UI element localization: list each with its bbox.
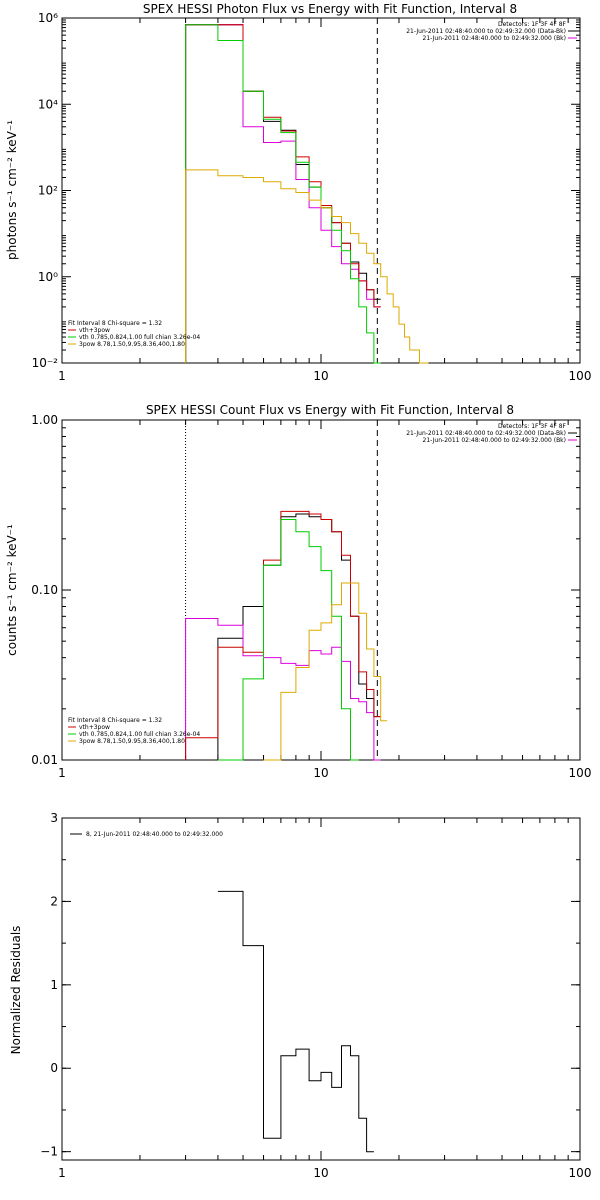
y-tick-label: 10² — [38, 184, 58, 198]
legend-entry: Detectors: 1F 3F 4F 8F — [498, 423, 567, 430]
x-tick-label: 1 — [58, 1166, 66, 1180]
legend-entry: 21-Jun-2011 02:48:40.000 to 02:49:32.000… — [423, 35, 566, 42]
series-line — [263, 582, 388, 761]
series-line — [185, 510, 381, 760]
y-axis-label: counts s⁻¹ cm⁻² keV⁻¹ — [5, 524, 19, 656]
y-tick-label: 3 — [50, 811, 58, 825]
legend-entry: 3pow 8.78,1.50,9.95,8.36,400,1.80 — [79, 738, 185, 745]
legend-entry: 21-Jun-2011 02:48:40.000 to 02:49:32.000… — [406, 430, 566, 437]
legend-entry: 21-Jun-2011 02:48:40.000 to 02:49:32.000… — [423, 437, 566, 444]
y-tick-label: 0.10 — [31, 583, 58, 597]
series-line — [185, 618, 381, 761]
count-flux-panel: SPEX HESSI Count Flux vs Energy with Fit… — [5, 403, 591, 780]
y-tick-label: 10⁰ — [38, 270, 58, 284]
plot-frame — [61, 419, 581, 761]
y-tick-label: −1 — [40, 1145, 58, 1159]
residuals-panel: Normalized Residuals 1 10 100 −1 0 1 2 3 8, 21-J… — [9, 811, 591, 1180]
series-line — [185, 24, 381, 363]
y-tick-label: 0 — [50, 1061, 58, 1075]
series-line — [185, 24, 381, 363]
legend-entry: 21-Jun-2011 02:48:40.000 to 02:49:32.000… — [406, 28, 566, 35]
y-tick-label: 10⁴ — [38, 97, 58, 111]
photon-flux-panel: SPEX HESSI Photon Flux vs Energy with Fi… — [5, 2, 591, 383]
y-tick-label: 1.00 — [31, 413, 58, 427]
y-axis-label: photons s⁻¹ cm⁻² keV⁻¹ — [5, 120, 19, 260]
series-line — [185, 24, 381, 363]
legend-entry: vth+3pow — [79, 724, 110, 731]
series-line — [217, 890, 374, 1153]
legend-entry: vth 0.785,0.824,1.00 full chian 3.26e-04 — [79, 334, 200, 341]
legend-entry: vth 0.785,0.824,1.00 full chian 3.26e-04 — [79, 731, 200, 738]
x-tick-label: 100 — [569, 369, 592, 383]
panel-title: SPEX HESSI Count Flux vs Energy with Fit… — [146, 403, 514, 417]
x-tick-label: 10 — [313, 1166, 328, 1180]
legend-entry: vth+3pow — [79, 327, 110, 334]
legend-entry: Fit Interval 8 Chi-square = 1.32 — [68, 717, 162, 724]
x-tick-label: 100 — [569, 1166, 592, 1180]
series-line — [217, 513, 381, 760]
series-line — [217, 519, 359, 761]
y-tick-label: 10⁶ — [38, 11, 58, 25]
y-tick-label: 0.01 — [31, 753, 58, 767]
y-tick-label: 10⁻² — [32, 356, 59, 370]
legend-entry: 3pow 8.78,1.50,9.95,8.36,400,1.80 — [79, 341, 185, 348]
legend-entry: Detectors: 1F 3F 4F 8F — [498, 21, 567, 28]
series-line — [185, 169, 429, 364]
x-tick-label: 10 — [313, 369, 328, 383]
y-axis-label: Normalized Residuals — [9, 926, 23, 1055]
legend-entry: Fit Interval 8 Chi-square = 1.32 — [68, 320, 162, 327]
x-tick-label: 100 — [569, 766, 592, 780]
series-line — [185, 24, 381, 364]
legend-entry: 8, 21-Jun-2011 02:48:40.000 to 02:49:32.… — [86, 831, 223, 838]
y-tick-label: 1 — [50, 978, 58, 992]
panel-title: SPEX HESSI Photon Flux vs Energy with Fi… — [143, 2, 517, 16]
x-tick-label: 1 — [58, 766, 66, 780]
plot-frame — [61, 817, 581, 1161]
y-tick-label: 2 — [50, 894, 58, 908]
x-tick-label: 1 — [58, 369, 66, 383]
x-tick-label: 10 — [313, 766, 328, 780]
